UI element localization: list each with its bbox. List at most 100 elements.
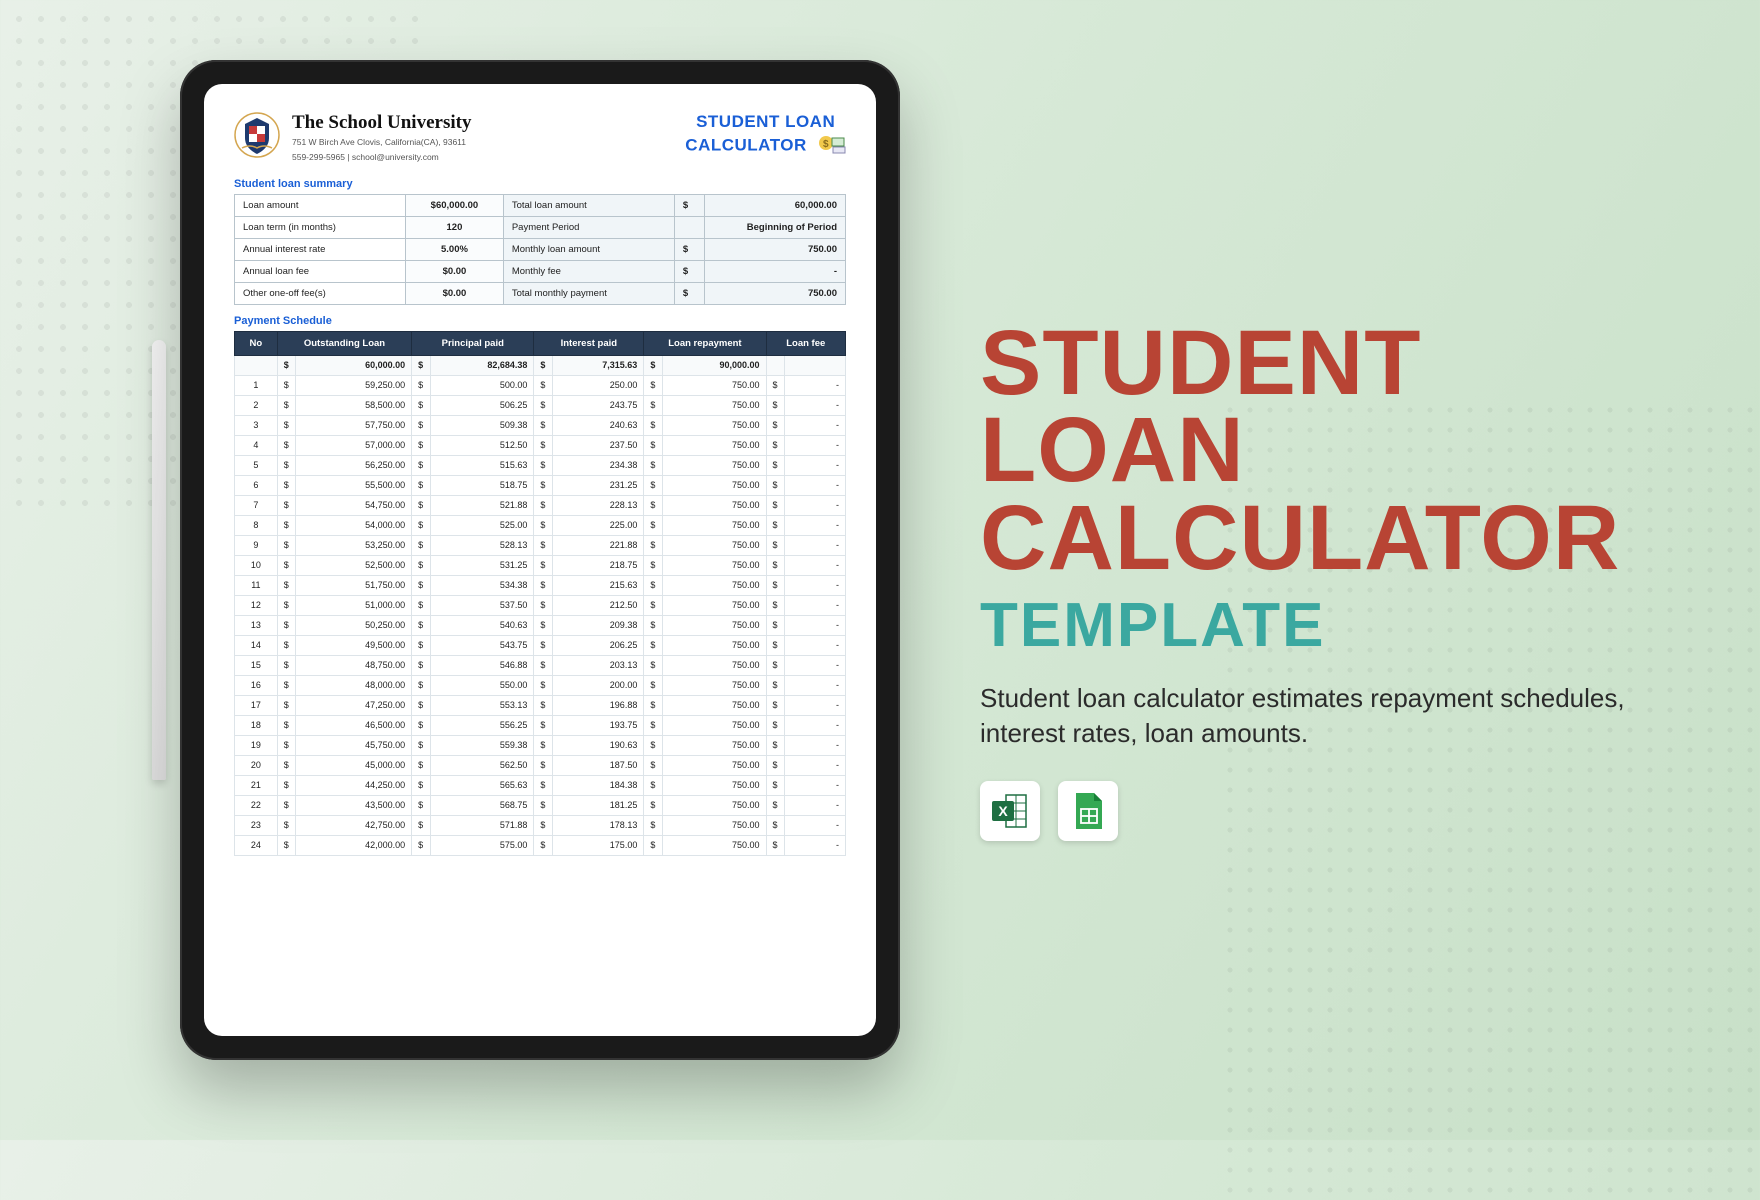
cell-outstanding: 46,500.00	[296, 715, 412, 735]
cell-outstanding: 55,500.00	[296, 475, 412, 495]
schedule-row: 13$50,250.00$540.63$209.38$750.00$-	[235, 615, 846, 635]
cell-outstanding: 56,250.00	[296, 455, 412, 475]
summary-section-title: Student loan summary	[234, 178, 846, 190]
cell: $	[277, 595, 295, 615]
cell-no: 4	[235, 435, 278, 455]
document-title-block: STUDENT LOAN CALCULATOR $	[685, 112, 846, 160]
cell: $	[644, 735, 662, 755]
cell: $	[766, 735, 784, 755]
summary-row: Loan amount$60,000.00Total loan amount$6…	[235, 194, 846, 216]
schedule-section-title: Payment Schedule	[234, 315, 846, 327]
cell: $	[277, 495, 295, 515]
cell-repayment: 750.00	[662, 635, 766, 655]
cell-principal: 500.00	[430, 375, 534, 395]
cell: $	[534, 455, 552, 475]
cell: $	[534, 395, 552, 415]
cell: $	[277, 515, 295, 535]
cell-interest: 184.38	[552, 775, 644, 795]
cell: $	[644, 535, 662, 555]
summary-left-value: 5.00%	[406, 238, 504, 260]
cell: $	[766, 815, 784, 835]
summary-row: Annual interest rate5.00%Monthly loan am…	[235, 238, 846, 260]
cell: $	[412, 595, 430, 615]
cell-no: 18	[235, 715, 278, 735]
cell-interest: 221.88	[552, 535, 644, 555]
cell: $	[534, 815, 552, 835]
cell: $	[277, 575, 295, 595]
cell: $	[277, 715, 295, 735]
cell-outstanding: 54,750.00	[296, 495, 412, 515]
cell: $	[644, 375, 662, 395]
cell: $	[644, 415, 662, 435]
cell: $	[277, 475, 295, 495]
summary-right-label: Monthly loan amount	[503, 238, 674, 260]
cell: $	[644, 715, 662, 735]
cell: $	[766, 535, 784, 555]
cell-interest: 203.13	[552, 655, 644, 675]
summary-right-value: 750.00	[705, 238, 846, 260]
cell-principal: 537.50	[430, 595, 534, 615]
cell-outstanding: 54,000.00	[296, 515, 412, 535]
cell: $	[644, 775, 662, 795]
cell: $	[412, 535, 430, 555]
cell-fee: -	[784, 595, 845, 615]
schedule-row: 4$57,000.00$512.50$237.50$750.00$-	[235, 435, 846, 455]
cell-fee: -	[784, 655, 845, 675]
cell-no: 10	[235, 555, 278, 575]
cell-outstanding: 45,000.00	[296, 755, 412, 775]
cell: $	[412, 835, 430, 855]
summary-right-currency: $	[674, 282, 705, 304]
cell-interest: 212.50	[552, 595, 644, 615]
schedule-row: 23$42,750.00$571.88$178.13$750.00$-	[235, 815, 846, 835]
summary-right-label: Monthly fee	[503, 260, 674, 282]
summary-left-value: $0.00	[406, 260, 504, 282]
cell: $	[534, 635, 552, 655]
summary-right-label: Total loan amount	[503, 194, 674, 216]
cell: $	[766, 655, 784, 675]
cell-outstanding: 42,750.00	[296, 815, 412, 835]
cell: $	[644, 575, 662, 595]
school-address: 751 W Birch Ave Clovis, California(CA), …	[292, 137, 471, 149]
cell-no: 14	[235, 635, 278, 655]
cell-fee: -	[784, 735, 845, 755]
cell-principal: 562.50	[430, 755, 534, 775]
cell-interest: 206.25	[552, 635, 644, 655]
cell-repayment: 750.00	[662, 815, 766, 835]
cell-fee: -	[784, 775, 845, 795]
schedule-row: 2$58,500.00$506.25$243.75$750.00$-	[235, 395, 846, 415]
schedule-row: 20$45,000.00$562.50$187.50$750.00$-	[235, 755, 846, 775]
schedule-row: 21$44,250.00$565.63$184.38$750.00$-	[235, 775, 846, 795]
cell-outstanding: 48,750.00	[296, 655, 412, 675]
cell: $	[644, 655, 662, 675]
title-line-1: STUDENT LOAN	[696, 112, 835, 131]
cell-fee: -	[784, 435, 845, 455]
cell-principal: 559.38	[430, 735, 534, 755]
cell-principal: 515.63	[430, 455, 534, 475]
cell-no: 7	[235, 495, 278, 515]
title-line-2: CALCULATOR	[685, 136, 806, 155]
summary-right-currency: $	[674, 194, 705, 216]
cell-interest: 218.75	[552, 555, 644, 575]
cell-outstanding: 49,500.00	[296, 635, 412, 655]
school-contact: 559-299-5965 | school@university.com	[292, 152, 471, 164]
cell-interest: 237.50	[552, 435, 644, 455]
cell: $	[766, 755, 784, 775]
schedule-col-header: No	[235, 331, 278, 355]
cell-repayment: 750.00	[662, 595, 766, 615]
cell-principal: 525.00	[430, 515, 534, 535]
cell-repayment: 750.00	[662, 395, 766, 415]
cell-principal: 553.13	[430, 695, 534, 715]
schedule-row: 19$45,750.00$559.38$190.63$750.00$-	[235, 735, 846, 755]
summary-right-value: 750.00	[705, 282, 846, 304]
cell-no: 1	[235, 375, 278, 395]
cell-principal: 550.00	[430, 675, 534, 695]
app-icons-row: X	[980, 781, 1660, 841]
cell: $	[534, 735, 552, 755]
cell: $	[412, 695, 430, 715]
cell: $	[412, 355, 430, 375]
cell: $	[412, 555, 430, 575]
document-title: STUDENT LOAN CALCULATOR $	[685, 112, 846, 160]
cell-principal: 568.75	[430, 795, 534, 815]
cell-no: 24	[235, 835, 278, 855]
summary-row: Annual loan fee$0.00Monthly fee$-	[235, 260, 846, 282]
